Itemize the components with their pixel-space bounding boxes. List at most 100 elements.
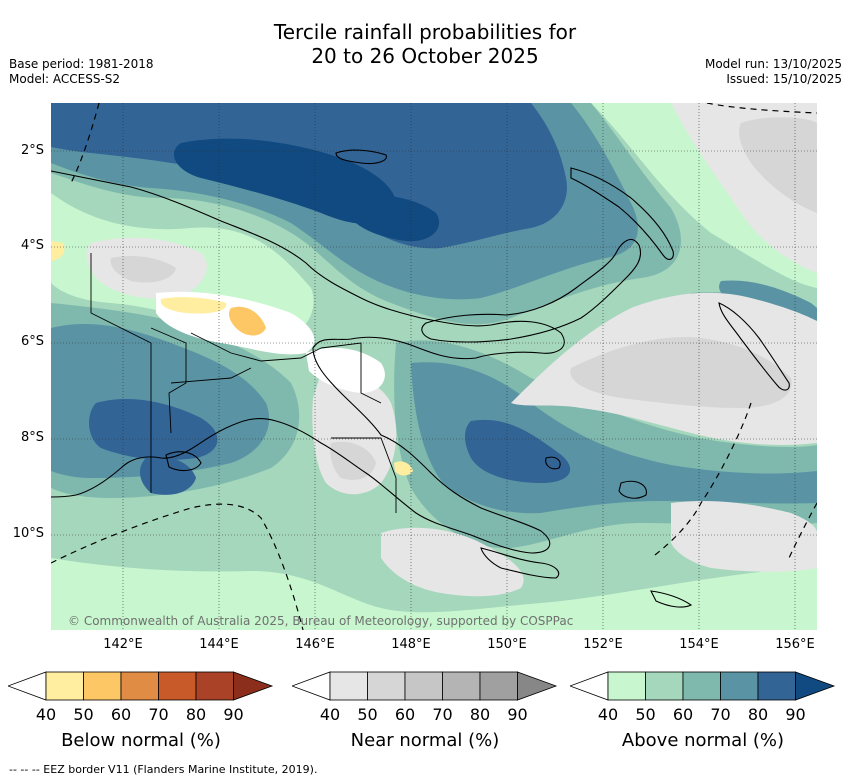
cb-above-40 (607, 671, 646, 701)
above-80-zone-southwest-2 (139, 456, 196, 495)
colorbar-below-normal (8, 671, 274, 701)
cb-below-40 (45, 671, 84, 701)
province-border-3 (320, 342, 382, 404)
cb-near-under (292, 671, 331, 701)
cb-near-40 (329, 671, 368, 701)
cb-above-70 (720, 671, 759, 701)
eez-southeast (650, 402, 752, 559)
cb-below-over (233, 671, 274, 701)
cb-below-70 (158, 671, 197, 701)
cb-below-60 (120, 671, 159, 701)
cb-above-tick: 50 (635, 705, 656, 724)
province-border-2 (190, 332, 322, 362)
near-normal-zone-central-inner (330, 441, 376, 480)
eez-footnote: -- -- -- EEZ border V11 (Flanders Marine… (9, 763, 318, 776)
province-border-1 (150, 327, 187, 434)
cb-above-tick: 80 (747, 705, 769, 724)
cb-above-60 (682, 671, 721, 701)
above-80-zone-southwest (89, 398, 218, 460)
eez-south (51, 503, 304, 630)
meta-right: Model run: 13/10/2025 Issued: 15/10/2025 (705, 57, 842, 87)
lon-label-142e: 142°E (103, 637, 143, 652)
model-name: Model: ACCESS-S2 (9, 72, 121, 86)
colorbar-near-title: Near normal (%) (350, 730, 500, 751)
white-zone-central (306, 347, 385, 393)
near-normal-zone-south (381, 527, 524, 597)
below-normal-zone-1 (160, 297, 227, 314)
map-title: Tercile rainfall probabilities for 20 to… (0, 20, 850, 68)
lon-label-144e: 144°E (199, 637, 239, 652)
lon-label-146e: 146°E (295, 637, 335, 652)
new-guinea-coast (51, 170, 565, 554)
cb-above-80 (757, 671, 796, 701)
lon-label-148e: 148°E (391, 637, 431, 652)
above-90-zone (173, 138, 397, 225)
cb-below-tick: 80 (185, 705, 207, 724)
png-indonesia-border (90, 253, 152, 493)
cb-above-tick: 40 (597, 705, 619, 724)
cb-below-tick: 50 (73, 705, 94, 724)
cb-near-over (517, 671, 558, 701)
colorbar-near-normal (292, 671, 558, 701)
cb-above-over (795, 671, 836, 701)
province-border-5 (170, 367, 252, 384)
cb-near-70 (442, 671, 481, 701)
cb-near-80 (479, 671, 518, 701)
issued-date: Issued: 15/10/2025 (726, 72, 842, 86)
lon-label-156e: 156°E (775, 637, 815, 652)
new-britain-coast (421, 239, 642, 343)
lon-label-154e: 154°E (679, 637, 719, 652)
cb-below-80 (195, 671, 234, 701)
bougainville-coast (718, 302, 790, 391)
cb-above-tick: 60 (672, 705, 694, 724)
below-normal-zone-4 (51, 241, 65, 261)
eez-north (70, 103, 100, 184)
cb-below-tick: 70 (148, 705, 169, 724)
cb-above-50 (645, 671, 684, 701)
louisiade-coast (650, 590, 693, 608)
colorbar-above-normal (570, 671, 836, 701)
admin-borders (90, 253, 397, 513)
lon-label-152e: 152°E (583, 637, 623, 652)
cb-near-50 (367, 671, 406, 701)
coastlines (51, 149, 790, 608)
colorbar-below-title: Below normal (%) (61, 730, 221, 751)
manus-coast (335, 149, 387, 165)
cb-near-60 (404, 671, 443, 701)
cb-near-tick: 80 (469, 705, 491, 724)
lat-label-4s: 4°S (20, 238, 44, 253)
cb-near-tick: 60 (394, 705, 416, 724)
below-normal-zone-3 (394, 461, 413, 476)
eez-borders (51, 103, 817, 630)
cb-above-under (570, 671, 609, 701)
dentrecasteaux-coast (618, 480, 647, 499)
eez-far-east (788, 502, 817, 559)
cb-above-tick: 90 (785, 705, 806, 724)
new-ireland-coast (570, 167, 674, 260)
near-normal-zone-east-inner (570, 337, 792, 408)
near-normal-zone-northeast-inner (739, 117, 817, 213)
near-normal-zone-west-inner (110, 256, 176, 283)
lat-label-6s: 6°S (20, 334, 44, 349)
near-normal-zone-southeast (671, 501, 817, 572)
lat-label-8s: 8°S (20, 430, 44, 445)
cb-below-under (8, 671, 47, 701)
lat-label-2s: 2°S (20, 143, 44, 158)
cb-near-tick: 90 (507, 705, 528, 724)
above-90-zone-2 (349, 195, 440, 242)
above-40-zone-south (51, 548, 817, 630)
title-line-1: Tercile rainfall probabilities for (273, 20, 577, 44)
title-line-2: 20 to 26 October 2025 (311, 44, 539, 68)
lon-label-150e: 150°E (487, 637, 527, 652)
meta-left: Base period: 1981-2018 Model: ACCESS-S2 (9, 57, 154, 87)
below-normal-zone-2 (228, 306, 266, 336)
cb-below-50 (83, 671, 122, 701)
base-period: Base period: 1981-2018 (9, 57, 154, 71)
colorbar-above-title: Above normal (%) (621, 730, 785, 751)
cb-near-tick: 50 (357, 705, 378, 724)
cb-below-tick: 60 (110, 705, 132, 724)
cb-below-tick: 90 (223, 705, 244, 724)
cb-below-tick: 40 (35, 705, 57, 724)
rainfall-map (51, 103, 817, 630)
lat-label-10s: 10°S (12, 526, 44, 541)
